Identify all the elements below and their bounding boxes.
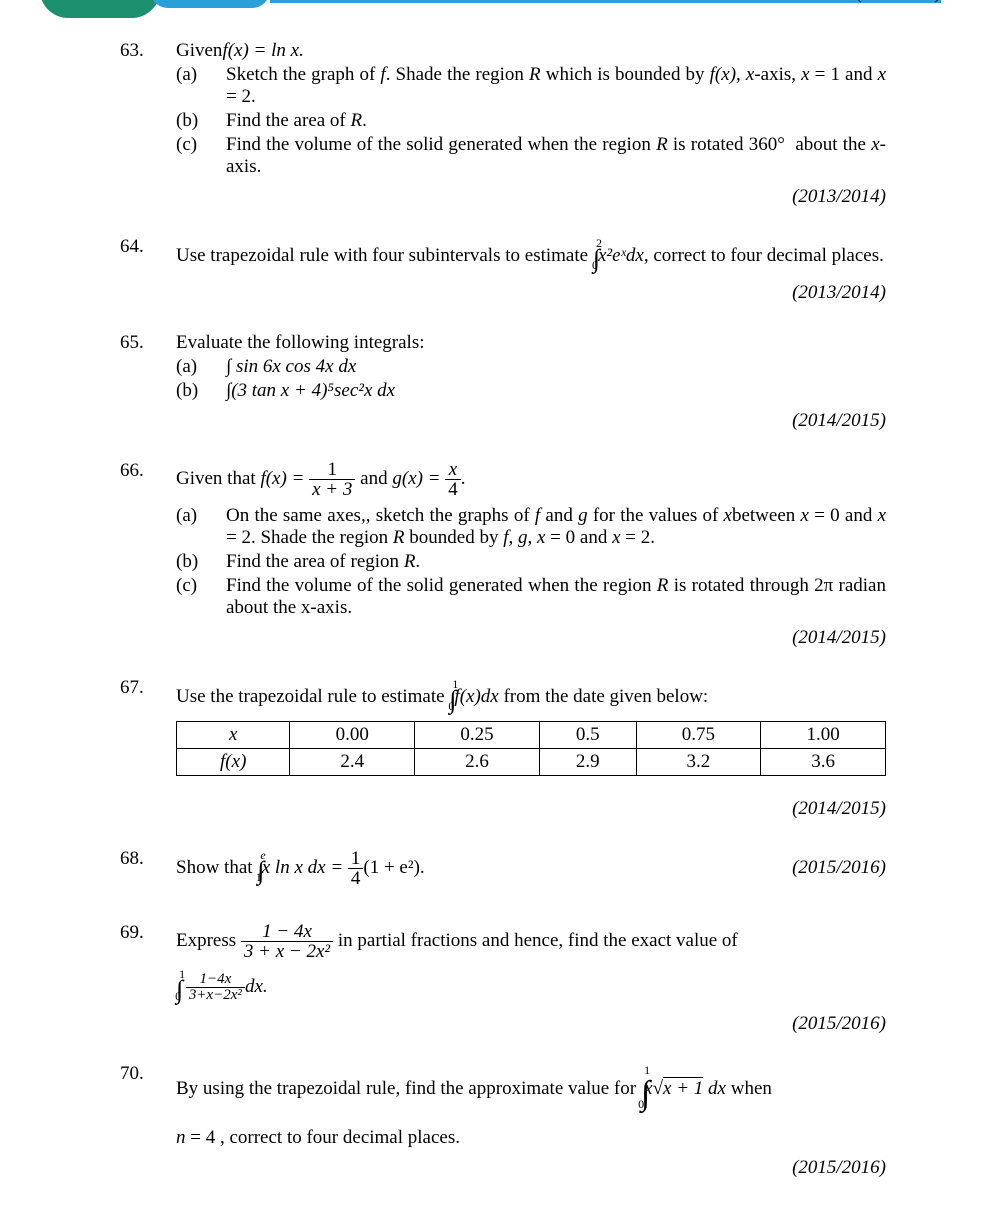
question-body: Evaluate the following integrals: (a) ∫ … [176,332,886,432]
question-year: (2014/2015) [176,798,886,820]
sub-text-c: Find the volume of the solid generated w… [226,575,886,619]
table-cell: 0.75 [636,722,761,749]
question-64: 64. Use trapezoidal rule with four subin… [120,236,886,304]
sub-text-b: Find the area of region R. [226,551,886,573]
header-year: (2013/2014) [857,0,941,4]
question-number: 64. [120,236,154,304]
table-cell: x [177,722,290,749]
question-number: 63. [120,40,154,208]
question-69: 69. Express 1 − 4x3 + x − 2x² in partial… [120,922,886,1035]
question-67: 67. Use the trapezoidal rule to estimate… [120,677,886,820]
table-cell: 2.9 [539,749,636,776]
question-year: (2015/2016) [176,1157,886,1179]
table-cell: 0.25 [415,722,540,749]
question-70: 70. By using the trapezoidal rule, find … [120,1063,886,1179]
question-year: (2014/2015) [176,627,886,649]
table-row: f(x) 2.4 2.6 2.9 3.2 3.6 [177,749,886,776]
sub-label-b: (b) [176,551,208,573]
question-number: 68. [120,848,154,888]
page-header: SM025 | MATHEMATICS 2 (2013/2014) [40,0,941,22]
sub-label-c: (c) [176,134,208,178]
question-body: Show that ∫e1x ln x dx = 14(1 + e²). (20… [176,848,886,888]
q66-intro: Given that f(x) = 1x + 3 and g(x) = x4. [176,468,466,489]
sub-label-a: (a) [176,505,208,549]
question-body: Given that f(x) = 1x + 3 and g(x) = x4. … [176,460,886,649]
table-cell: f(x) [177,749,290,776]
sub-label-a: (a) [176,356,208,378]
question-year: (2015/2016) [792,857,886,879]
question-year: (2013/2014) [176,186,886,208]
question-year: (2013/2014) [176,282,886,304]
question-65: 65. Evaluate the following integrals: (a… [120,332,886,432]
question-66: 66. Given that f(x) = 1x + 3 and g(x) = … [120,460,886,649]
question-number: 69. [120,922,154,1035]
question-number: 67. [120,677,154,820]
sub-label-b: (b) [176,110,208,132]
table-cell: 2.4 [290,749,415,776]
question-body: Express 1 − 4x3 + x − 2x² in partial fra… [176,922,886,1035]
question-number: 65. [120,332,154,432]
table-cell: 3.2 [636,749,761,776]
table-cell: 1.00 [761,722,886,749]
header-accent-1 [40,0,160,18]
table-cell: 0.00 [290,722,415,749]
content: 63. Givenf(x) = ln x. (a) Sketch the gra… [0,40,981,1179]
header-rule [270,0,941,3]
question-body: Use trapezoidal rule with four subinterv… [176,236,886,304]
question-body: Use the trapezoidal rule to estimate ∫10… [176,677,886,820]
q67-table: x 0.00 0.25 0.5 0.75 1.00 f(x) 2.4 2.6 2… [176,721,886,776]
table-row: x 0.00 0.25 0.5 0.75 1.00 [177,722,886,749]
question-number: 70. [120,1063,154,1179]
question-68: 68. Show that ∫e1x ln x dx = 14(1 + e²).… [120,848,886,888]
sub-label-a: (a) [176,64,208,108]
question-63: 63. Givenf(x) = ln x. (a) Sketch the gra… [120,40,886,208]
table-cell: 2.6 [415,749,540,776]
question-year: (2015/2016) [176,1013,886,1035]
sub-label-c: (c) [176,575,208,619]
question-body: Givenf(x) = ln x. (a) Sketch the graph o… [176,40,886,208]
sub-label-b: (b) [176,380,208,402]
sub-text-b: ∫(3 tan x + 4)⁵sec²x dx [226,380,886,402]
table-cell: 0.5 [539,722,636,749]
sub-text-a: Sketch the graph of f. Shade the region … [226,64,886,108]
page: SM025 | MATHEMATICS 2 (2013/2014) 63. Gi… [0,0,981,1219]
question-body: By using the trapezoidal rule, find the … [176,1063,886,1179]
sub-text-a: On the same axes,, sketch the graphs of … [226,505,886,549]
question-number: 66. [120,460,154,649]
question-year: (2014/2015) [176,410,886,432]
sub-text-b: Find the area of R. [226,110,886,132]
q63-intro: Givenf(x) = ln x. [176,40,304,61]
sub-text-a: ∫ sin 6x cos 4x dx [226,356,886,378]
header-accent-2 [150,0,270,8]
q65-intro: Evaluate the following integrals: [176,332,425,353]
table-cell: 3.6 [761,749,886,776]
sub-text-c: Find the volume of the solid generated w… [226,134,886,178]
